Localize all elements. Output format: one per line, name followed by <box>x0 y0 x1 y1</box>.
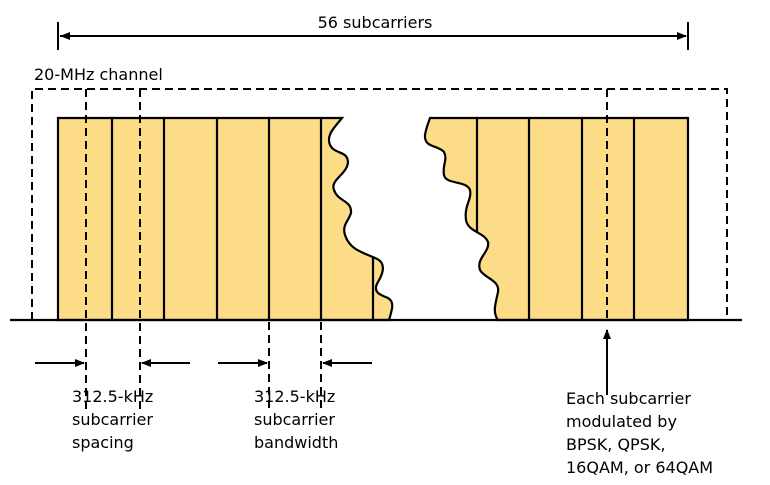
subcarrier-block-right <box>423 116 690 322</box>
svg-text:bandwidth: bandwidth <box>254 433 338 452</box>
channel-boundary <box>31 88 728 320</box>
bandwidth-markers <box>268 322 322 412</box>
svg-text:Each subcarrier: Each subcarrier <box>566 389 691 408</box>
subcarriers-count-label: 56 subcarriers <box>318 13 433 32</box>
svg-text:subcarrier: subcarrier <box>72 410 153 429</box>
subcarrier-block-left <box>56 116 394 322</box>
svg-text:subcarrier: subcarrier <box>254 410 335 429</box>
svg-text:312.5-kHz: 312.5-kHz <box>72 387 153 406</box>
svg-text:312.5-kHz: 312.5-kHz <box>254 387 335 406</box>
modulation-label: Each subcarrier modulated by BPSK, QPSK,… <box>566 389 713 477</box>
subcarriers-span-arrow <box>57 22 689 50</box>
subcarrier-dividers-left <box>110 118 375 320</box>
svg-text:modulated by: modulated by <box>566 412 677 431</box>
bandwidth-label: 312.5-kHz subcarrier bandwidth <box>254 387 338 452</box>
channel-label: 20-MHz channel <box>34 65 163 84</box>
svg-text:spacing: spacing <box>72 433 134 452</box>
svg-text:16QAM, or 64QAM: 16QAM, or 64QAM <box>566 458 713 477</box>
svg-text:BPSK, QPSK,: BPSK, QPSK, <box>566 435 665 454</box>
subcarrier-dividers-right <box>475 118 636 320</box>
spacing-label: 312.5-kHz subcarrier spacing <box>72 387 153 452</box>
spacing-markers <box>85 89 141 412</box>
